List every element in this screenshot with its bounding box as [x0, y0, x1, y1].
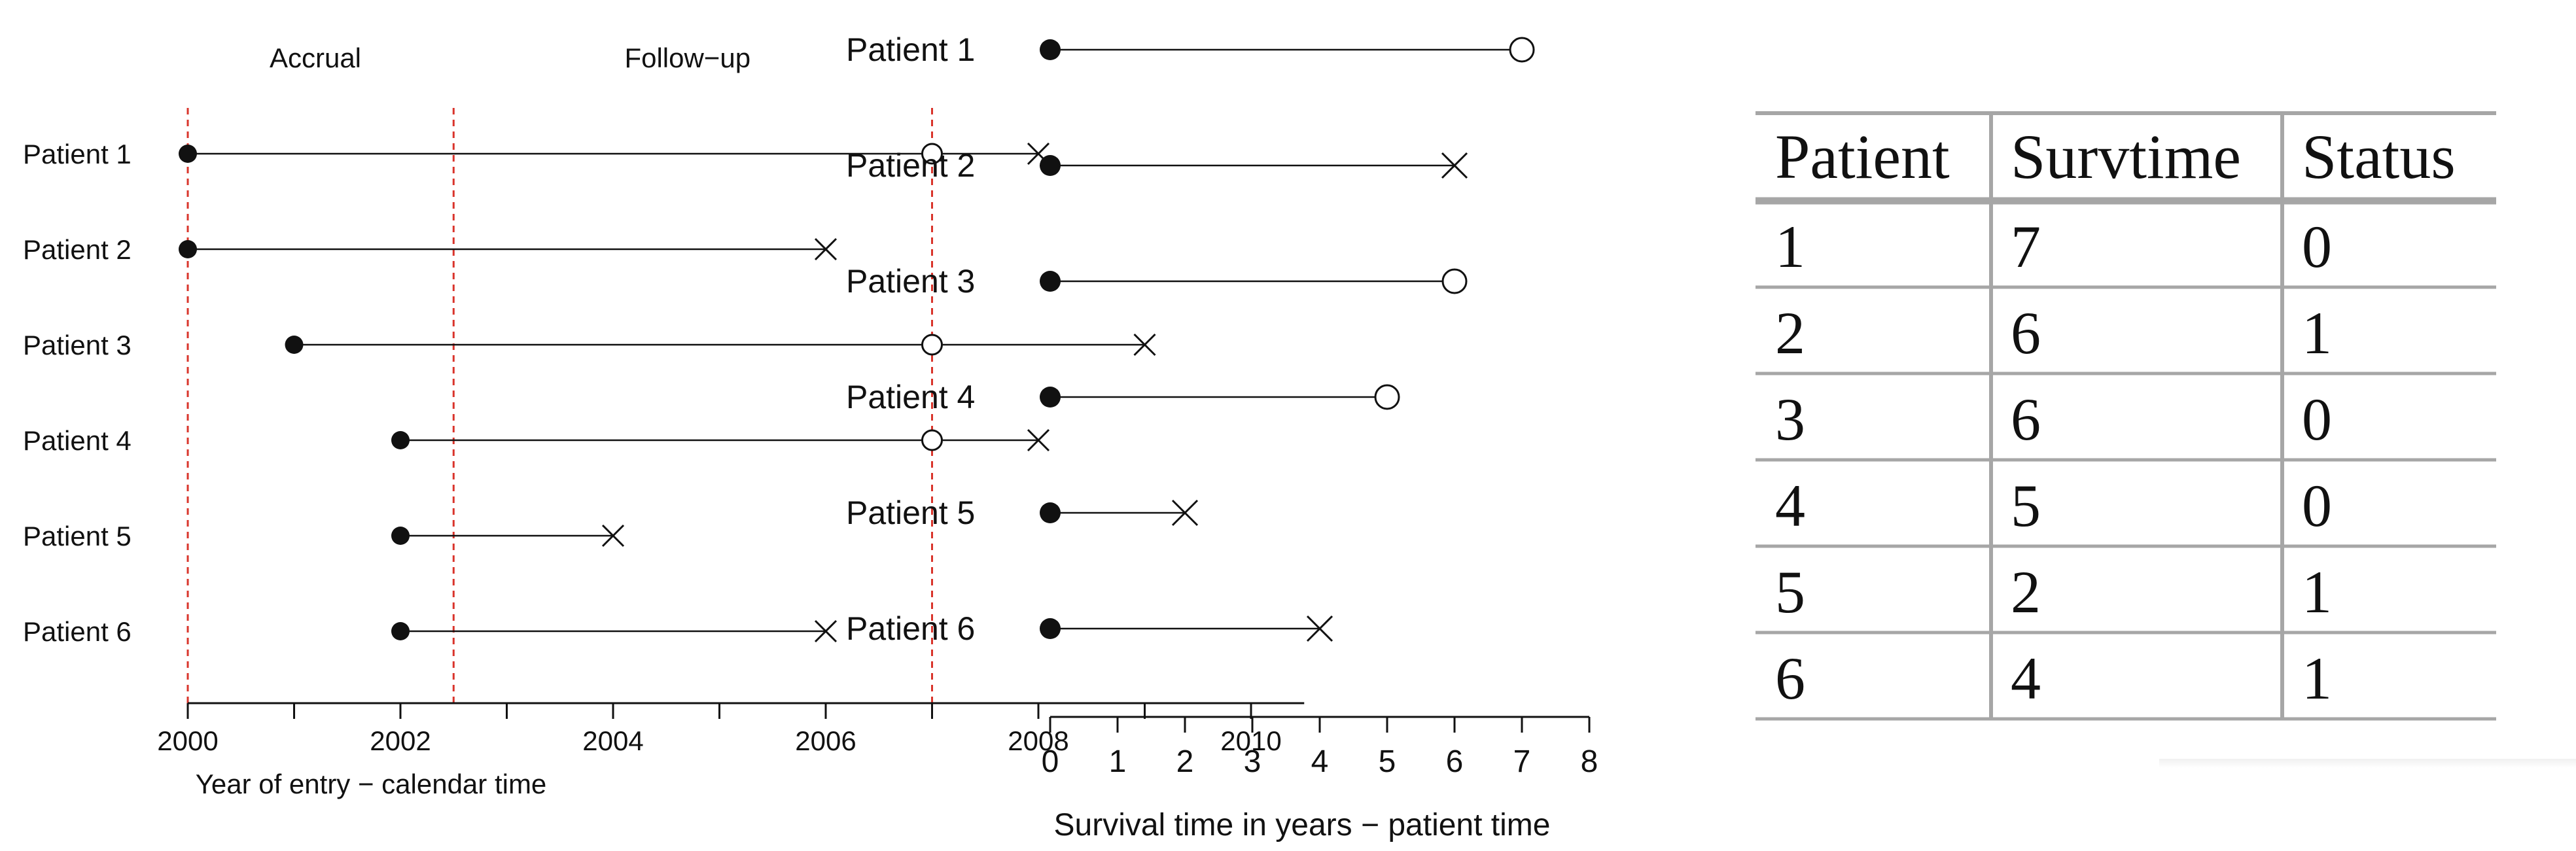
- chart2-x-tick-label: 5: [1379, 744, 1396, 779]
- chart2-patient-label: Patient 5: [846, 495, 975, 531]
- chart2-entry-point: [1040, 271, 1061, 292]
- chart1-event-marker: [601, 524, 625, 547]
- chart2-x-tick-label: 3: [1244, 744, 1262, 779]
- table-cell: 3: [1775, 386, 1805, 453]
- chart1-study-end-marker: [921, 429, 943, 451]
- table-cell: 6: [2011, 300, 2041, 366]
- table-header-cell: Patient: [1775, 122, 1950, 192]
- chart1-event-marker-stroke-b: [1027, 142, 1050, 165]
- chart2-x-tick-label: 0: [1042, 744, 1059, 779]
- table-cell: 5: [2011, 472, 2041, 539]
- chart1-event-marker-stroke-b: [601, 524, 625, 547]
- table-header-cell: Survtime: [2011, 122, 2241, 192]
- table-cell: 0: [2302, 213, 2332, 280]
- chart2-x-tick-label: 7: [1513, 744, 1531, 779]
- table-cell: 5: [1775, 559, 1805, 625]
- chart2-entry-point: [1040, 155, 1061, 176]
- chart1-entry-point: [391, 622, 410, 640]
- chart2-censored-marker: [1374, 384, 1400, 410]
- table-cell: 0: [2302, 386, 2332, 453]
- chart1-event-marker: [1027, 428, 1050, 452]
- chart1-x-tick-label: 2006: [795, 725, 856, 756]
- chart2-x-axis-title: Survival time in years − patient time: [1054, 808, 1551, 842]
- chart2-x-tick-label: 8: [1581, 744, 1598, 779]
- chart1-entry-point: [391, 431, 410, 449]
- chart1-entry-point: [391, 527, 410, 545]
- table-cell: 6: [2011, 386, 2041, 453]
- chart1-x-tick-label: 2004: [582, 725, 643, 756]
- chart2-x-tick-label: 2: [1176, 744, 1194, 779]
- chart1-event-marker-stroke-b: [814, 237, 838, 261]
- chart2-event-marker-stroke-b: [1441, 152, 1468, 179]
- chart1-patient-label: Patient 5: [23, 521, 132, 551]
- table-cell: 7: [2011, 213, 2041, 280]
- chart1-patient-label: Patient 1: [23, 139, 132, 169]
- chart1-x-tick-label: 2008: [1008, 725, 1068, 756]
- table-cell: 6: [1775, 645, 1805, 712]
- survival-table: Patient Survtime Status 1 7 0 2 6 1 3 6 0 4 5 0 5 2 1 6 4 1: [1756, 111, 2496, 721]
- chart1-x-tick-label: 2000: [157, 725, 218, 756]
- table-cell: 4: [2011, 645, 2041, 712]
- chart1-study-end-marker: [921, 334, 943, 356]
- table-cell: 0: [2302, 472, 2332, 539]
- chart2-entry-point: [1040, 618, 1061, 639]
- chart1-event-marker-stroke-b: [814, 619, 838, 643]
- chart2-patient-label: Patient 6: [846, 610, 975, 647]
- chart2-censored-marker: [1441, 268, 1468, 294]
- chart2-x-tick-label: 1: [1109, 744, 1127, 779]
- chart1-event-marker-stroke-b: [1133, 333, 1156, 356]
- table-cell: 2: [1775, 300, 1805, 366]
- table-header-cell: Status: [2302, 122, 2456, 192]
- chart1-patient-label: Patient 3: [23, 330, 132, 360]
- chart1-patient-label: Patient 4: [23, 425, 132, 456]
- chart1-study-end-marker: [921, 143, 943, 165]
- patient-time-chart: 0 1 2 3 4 5 6 7 8 Survival time in years − patien…: [846, 31, 1598, 842]
- chart2-x-tick-label: 4: [1311, 744, 1329, 779]
- chart1-annotation-0: Accrual: [270, 43, 361, 73]
- chart1-annotation-1: Follow−up: [624, 43, 750, 73]
- chart1-entry-point: [179, 240, 197, 258]
- table-cell: 4: [1775, 472, 1805, 539]
- chart2-event-marker-stroke-b: [1171, 499, 1199, 527]
- chart1-x-tick-label: 2010: [1220, 725, 1281, 756]
- chart2-patient-label: Patient 1: [846, 31, 975, 68]
- chart1-patient-label: Patient 6: [23, 616, 132, 647]
- chart2-event-marker-stroke-b: [1306, 615, 1333, 642]
- chart2-patient-label: Patient 4: [846, 379, 975, 415]
- chart2-entry-point: [1040, 39, 1061, 60]
- chart1-event-marker: [1133, 333, 1156, 356]
- table-shadow: [2159, 759, 2576, 768]
- chart1-event-marker: [814, 619, 838, 643]
- chart2-entry-point: [1040, 502, 1061, 523]
- chart1-patient-label: Patient 2: [23, 234, 132, 265]
- table-cell: 1: [2302, 559, 2332, 625]
- chart2-event-marker: [1171, 499, 1199, 527]
- table-cell: 1: [1775, 213, 1805, 280]
- chart1-entry-point: [285, 336, 304, 354]
- chart2-censored-marker: [1509, 37, 1535, 63]
- chart2-x-tick-label: 6: [1446, 744, 1464, 779]
- chart1-event-marker: [814, 237, 838, 261]
- chart2-event-marker: [1306, 615, 1333, 642]
- chart2-patient-label: Patient 3: [846, 263, 975, 300]
- calendar-time-chart: Accrual Follow−up 2000 2002 2004 2006 2008 2010…: [23, 43, 1305, 799]
- chart1-x-axis-title: Year of entry − calendar time: [196, 769, 547, 799]
- chart1-x-tick-label: 2002: [370, 725, 431, 756]
- chart2-entry-point: [1040, 387, 1061, 408]
- table-cell: 2: [2011, 559, 2041, 625]
- chart2-event-marker: [1441, 152, 1468, 179]
- chart1-event-marker-stroke-b: [1027, 428, 1050, 452]
- table-cell: 1: [2302, 300, 2332, 366]
- table-cell: 1: [2302, 645, 2332, 712]
- chart1-entry-point: [179, 145, 197, 163]
- chart2-patient-label: Patient 2: [846, 147, 975, 184]
